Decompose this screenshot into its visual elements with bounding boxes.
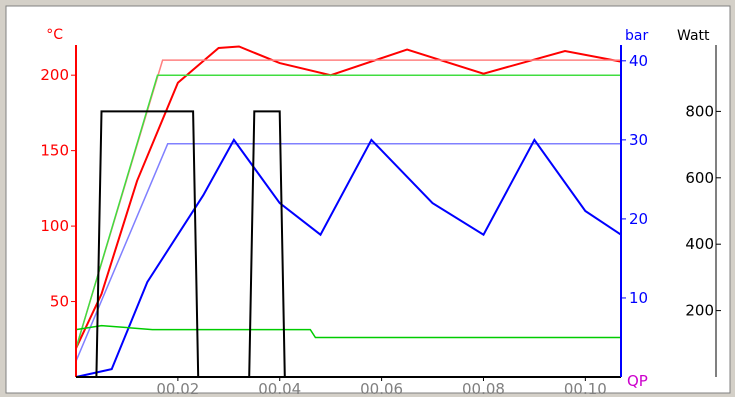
- temperature-tick-label: 100: [40, 217, 69, 235]
- series-line-4: [75, 138, 622, 378]
- temperature-unit-label: °C: [46, 27, 63, 43]
- time-tick-label: 00.02: [156, 380, 199, 397]
- power-tick-label: 600: [685, 169, 714, 187]
- pressure-tick-label: 10: [629, 289, 648, 307]
- plot-area: [76, 45, 621, 377]
- series-line-2: [75, 74, 621, 349]
- time-tick-label: 00.08: [462, 380, 505, 397]
- power-tick-label: 400: [685, 235, 714, 253]
- power-tick-label: 800: [685, 102, 714, 120]
- pressure-tick-label: 40: [629, 52, 648, 70]
- pressure-tick-label: 30: [629, 131, 648, 149]
- pressure-tick-label: 20: [629, 210, 648, 228]
- temperature-tick-label: 200: [40, 66, 69, 84]
- power-unit-label: Watt: [677, 28, 710, 44]
- temperature-tick-label: 150: [40, 142, 69, 160]
- series-line-0: [75, 45, 622, 349]
- time-tick-label: 00.06: [360, 380, 403, 397]
- time-tick-label: 00.04: [258, 380, 301, 397]
- power-tick-label: 200: [685, 302, 714, 320]
- time-tick-label: 00.10: [564, 380, 607, 397]
- ticks-layer: 200 150 100 50 40 30 20 10 800 600 400 200 00.02 00.0…: [40, 52, 721, 397]
- pressure-unit-label: bar: [625, 28, 648, 44]
- temperature-tick-label: 50: [50, 293, 69, 311]
- series-line-3: [75, 143, 621, 362]
- corner-label: QP: [627, 372, 648, 390]
